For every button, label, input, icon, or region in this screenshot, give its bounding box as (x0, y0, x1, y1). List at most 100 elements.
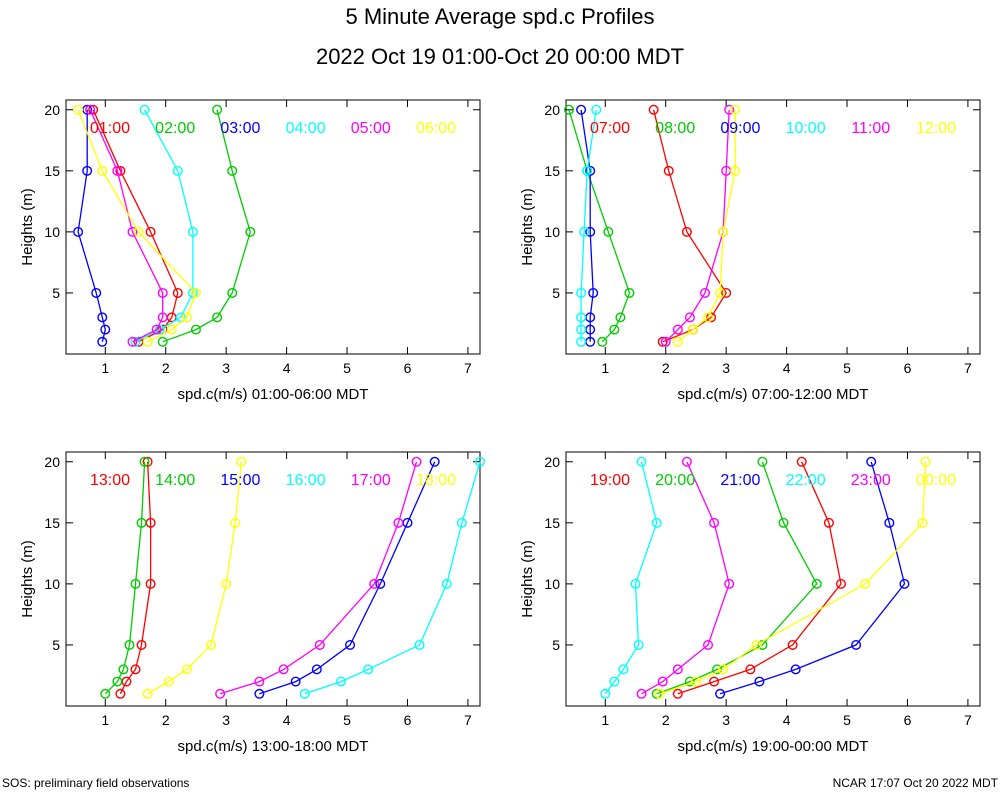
data-point (369, 578, 380, 589)
data-point (130, 664, 141, 675)
x-tick-label: 4 (283, 712, 291, 728)
series-line-1900 (677, 461, 842, 695)
data-point (118, 664, 129, 675)
series-line-0800 (568, 109, 631, 343)
data-point (172, 287, 183, 298)
x-tick-label: 3 (222, 712, 230, 728)
data-point (187, 287, 198, 298)
data-point (230, 517, 241, 528)
series-line-1800 (147, 461, 242, 695)
x-tick-label: 6 (404, 712, 412, 728)
x-tick-label: 7 (964, 360, 972, 376)
data-point (715, 688, 726, 699)
data-point (190, 287, 201, 298)
legend-label: 22:00 (786, 472, 826, 489)
y-tick-label: 20 (44, 102, 60, 118)
data-point (475, 456, 486, 467)
series-line-0300 (77, 109, 106, 342)
data-point (212, 312, 223, 323)
data-point (884, 517, 895, 528)
data-point (139, 104, 150, 115)
series-line-1200 (677, 109, 736, 343)
data-point (133, 226, 144, 237)
data-point (145, 226, 156, 237)
data-point (615, 312, 626, 323)
data-point (124, 639, 135, 650)
data-point (660, 336, 671, 347)
data-point (687, 324, 698, 335)
data-point (690, 676, 701, 687)
data-point (151, 324, 162, 335)
data-point (633, 639, 644, 650)
data-point (745, 664, 756, 675)
legend-label: 08:00 (655, 120, 695, 137)
data-point (227, 287, 238, 298)
y-tick-label: 10 (44, 224, 60, 240)
data-point (157, 312, 168, 323)
x-tick-label: 1 (601, 712, 609, 728)
legend-label: 13:00 (90, 472, 130, 489)
y-tick-label: 20 (44, 454, 60, 470)
data-point (648, 104, 659, 115)
y-tick-label: 10 (544, 224, 560, 240)
series-line-2000 (656, 461, 818, 695)
y-tick-label: 15 (44, 515, 60, 531)
data-point (703, 312, 714, 323)
data-point (100, 324, 111, 335)
series-line-1400 (104, 461, 146, 695)
y-tick-label: 15 (544, 515, 560, 531)
data-point (718, 664, 729, 675)
footer-right: NCAR 17:07 Oct 20 2022 MDT (832, 776, 998, 790)
data-point (703, 639, 714, 650)
data-point (860, 578, 871, 589)
data-point (600, 688, 611, 699)
data-point (375, 578, 386, 589)
chart-subtitle: 2022 Oct 19 01:00-Oct 20 00:00 MDT (315, 44, 685, 69)
data-point (730, 165, 741, 176)
x-tick-label: 2 (162, 360, 170, 376)
footer-left: SOS: preliminary field observations (2, 776, 190, 790)
series-line-1600 (304, 461, 481, 695)
legend-label: 04:00 (286, 120, 326, 137)
data-point (618, 664, 629, 675)
legend-label: 01:00 (90, 120, 130, 137)
series-line-1000 (580, 109, 597, 342)
x-tick-label: 1 (101, 360, 109, 376)
series-line-2200 (604, 461, 658, 695)
series-line-0900 (580, 109, 594, 342)
legend-label: 14:00 (155, 472, 195, 489)
data-point (835, 578, 846, 589)
data-point (636, 456, 647, 467)
data-point (145, 578, 156, 589)
data-point (429, 456, 440, 467)
data-point (609, 676, 620, 687)
legend-label: 18:00 (416, 472, 456, 489)
legend-label: 15:00 (220, 472, 260, 489)
data-point (724, 104, 735, 115)
data-point (142, 336, 153, 347)
data-point (591, 104, 602, 115)
x-tick-label: 3 (722, 712, 730, 728)
y-tick-label: 5 (552, 637, 560, 653)
data-point (588, 287, 599, 298)
data-point (609, 324, 620, 335)
legend-label: 12:00 (916, 120, 956, 137)
y-axis-label: Heights (m) (19, 188, 36, 266)
data-point (790, 664, 801, 675)
data-point (866, 456, 877, 467)
data-point (576, 312, 587, 323)
x-tick-label: 1 (601, 360, 609, 376)
data-point (718, 226, 729, 237)
y-axis-label: Heights (m) (519, 188, 536, 266)
x-tick-label: 1 (101, 712, 109, 728)
data-point (712, 664, 723, 675)
x-tick-label: 7 (464, 360, 472, 376)
legend-label: 11:00 (851, 120, 890, 137)
data-point (672, 336, 683, 347)
data-point (139, 456, 150, 467)
data-point (681, 456, 692, 467)
x-tick-label: 5 (843, 712, 851, 728)
data-point (314, 639, 325, 650)
series-line-0200 (162, 109, 251, 343)
series-line-0400 (135, 109, 194, 343)
